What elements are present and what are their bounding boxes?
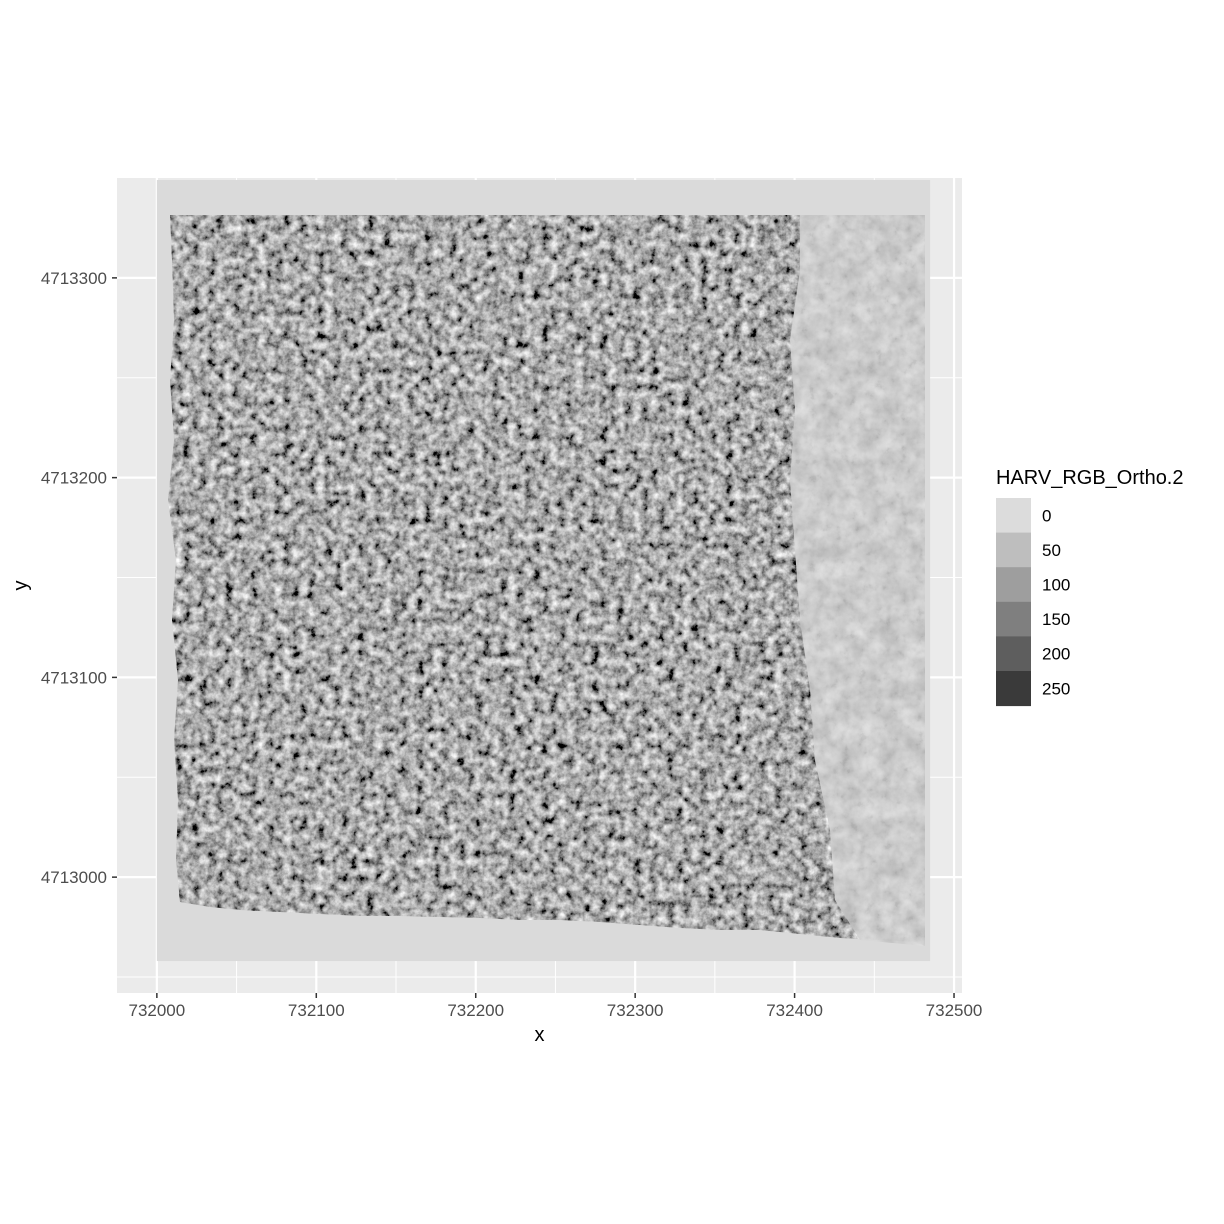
x-tick-label: 732100 [288, 1001, 345, 1020]
x-tick-label: 732200 [447, 1001, 504, 1020]
legend-key [996, 636, 1031, 672]
legend: 0 50 100 150 200 250 [996, 498, 1070, 707]
x-axis-title: x [535, 1024, 545, 1046]
x-tick-label: 732300 [607, 1001, 664, 1020]
y-tick-label: 4713300 [41, 269, 107, 288]
legend-key [996, 567, 1031, 603]
legend-label: 100 [1042, 576, 1070, 595]
legend-label: 150 [1042, 610, 1070, 629]
legend-key [996, 498, 1031, 534]
y-axis-title: y [10, 581, 32, 591]
legend-label: 0 [1042, 506, 1051, 525]
y-tick-label: 4713100 [41, 668, 107, 687]
raster-image [156, 179, 931, 962]
x-tick-label: 732500 [926, 1001, 983, 1020]
y-tick-label: 4713000 [41, 868, 107, 887]
legend-key [996, 671, 1031, 707]
legend-title: HARV_RGB_Ortho.2 [996, 467, 1184, 489]
x-tick-label: 732400 [766, 1001, 823, 1020]
x-tick-label: 732000 [128, 1001, 185, 1020]
y-tick-label: 4713200 [41, 469, 107, 488]
legend-label: 250 [1042, 679, 1070, 698]
legend-key [996, 601, 1031, 637]
legend-label: 200 [1042, 645, 1070, 664]
legend-label: 50 [1042, 541, 1061, 560]
legend-key [996, 532, 1031, 568]
